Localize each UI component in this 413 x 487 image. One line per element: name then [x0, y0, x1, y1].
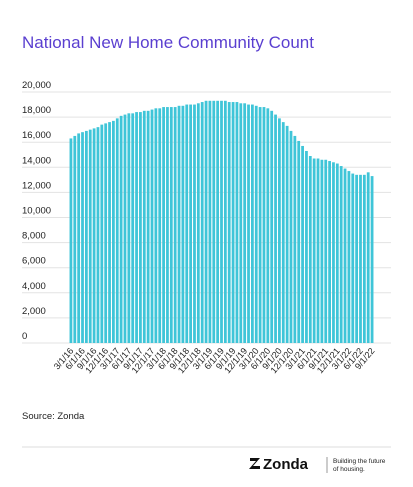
bar [204, 100, 208, 343]
bar [301, 145, 304, 343]
bar [258, 107, 262, 343]
bar [92, 128, 96, 343]
bar [250, 104, 254, 343]
bar [84, 130, 88, 343]
bar [281, 122, 285, 344]
bar [135, 112, 138, 343]
bar [312, 158, 316, 343]
bar [196, 103, 200, 343]
bar [154, 108, 158, 343]
bar [297, 140, 301, 343]
bar [158, 108, 162, 343]
bar [316, 158, 320, 343]
bar [289, 130, 293, 343]
bar [254, 105, 258, 344]
bar [247, 104, 250, 343]
y-tick-label: 4,000 [22, 281, 46, 292]
tagline: of housing. [333, 466, 365, 473]
bar [185, 104, 189, 343]
bar [162, 107, 165, 343]
bar [362, 174, 366, 343]
bar [173, 107, 177, 343]
brand: Zonda [263, 456, 309, 473]
bar [320, 159, 324, 343]
y-tick-label: 8,000 [22, 231, 46, 242]
bar [305, 150, 308, 343]
bar [266, 108, 270, 343]
bar [366, 172, 370, 343]
bar [166, 107, 169, 343]
bar [177, 105, 181, 344]
bar [189, 104, 193, 343]
bar [100, 124, 104, 343]
y-tick-label: 0 [22, 331, 27, 342]
bar [339, 166, 343, 343]
y-tick-label: 18,000 [22, 105, 51, 116]
bar [139, 112, 142, 343]
bar [239, 103, 243, 343]
bar [328, 161, 331, 343]
bar [347, 171, 351, 343]
bar [227, 102, 231, 343]
bar [293, 135, 297, 343]
bar [112, 120, 115, 344]
bar [343, 168, 347, 343]
bar [193, 104, 196, 343]
bar [127, 113, 131, 344]
bar [243, 103, 247, 343]
bar [115, 118, 119, 343]
bar [119, 115, 123, 343]
tagline: Building the future [333, 458, 386, 465]
bar [216, 100, 220, 343]
bar [142, 110, 146, 343]
bar [146, 110, 150, 343]
bar [181, 105, 185, 344]
bar [212, 100, 216, 343]
bar [278, 118, 281, 343]
y-tick-label: 16,000 [22, 130, 51, 141]
bar [324, 159, 328, 343]
bar [104, 123, 108, 343]
bar [370, 176, 374, 343]
bar [96, 127, 100, 343]
bar [123, 114, 127, 343]
bar [270, 110, 274, 343]
bar [73, 135, 77, 343]
bar [77, 133, 81, 343]
bar [335, 163, 339, 343]
bar [208, 100, 212, 343]
bar [332, 162, 335, 343]
y-tick-label: 14,000 [22, 155, 51, 166]
bar [359, 174, 362, 343]
bar [131, 113, 135, 344]
bar [274, 114, 277, 343]
bar [355, 174, 359, 343]
bar [69, 138, 73, 343]
bar [351, 173, 355, 343]
bar [169, 107, 173, 343]
y-tick-label: 12,000 [22, 180, 51, 191]
y-tick-label: 6,000 [22, 256, 46, 267]
chart-title: National New Home Community Count [22, 33, 314, 52]
source: Source: Zonda [22, 411, 85, 422]
logo-icon [249, 458, 260, 469]
bar [150, 109, 154, 343]
bar [220, 100, 223, 343]
y-tick-label: 2,000 [22, 306, 46, 317]
y-tick-label: 10,000 [22, 206, 51, 217]
logo: Zonda Building the future of housing. [249, 456, 386, 473]
bar [200, 102, 204, 343]
bar [235, 102, 239, 343]
bar [231, 102, 235, 343]
bar [308, 156, 312, 343]
bar [108, 122, 111, 344]
bar [223, 100, 227, 343]
bar [262, 107, 266, 343]
bar [88, 129, 92, 343]
bar [285, 125, 289, 343]
bar [81, 132, 84, 343]
y-tick-label: 20,000 [22, 80, 51, 91]
